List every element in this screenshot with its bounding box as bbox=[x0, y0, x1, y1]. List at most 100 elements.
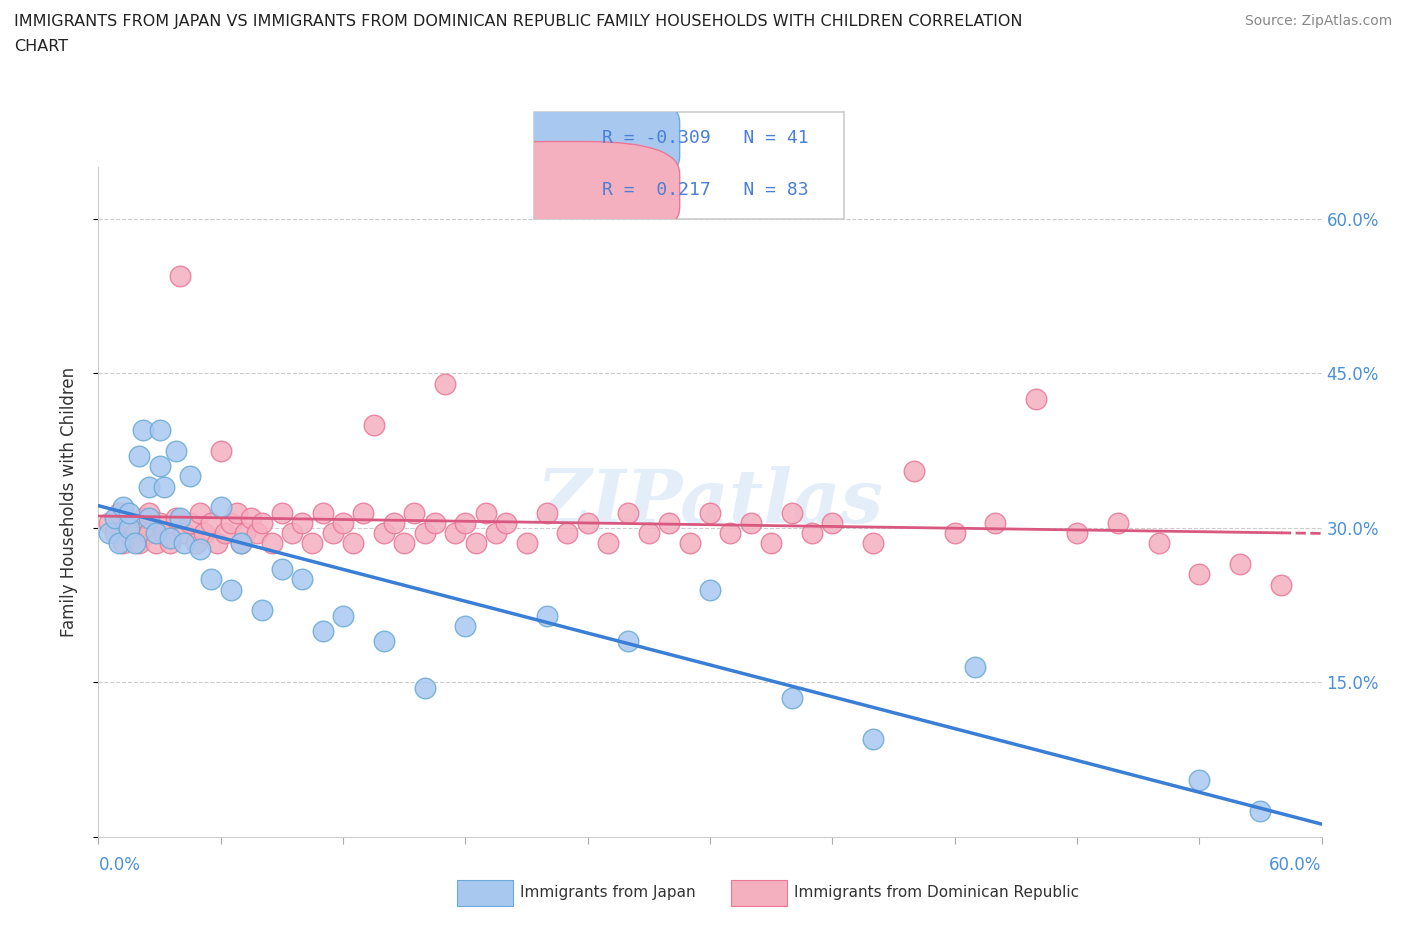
Point bbox=[373, 634, 395, 649]
Point bbox=[780, 505, 803, 520]
Point bbox=[219, 582, 242, 597]
Point bbox=[152, 525, 174, 540]
Text: ZIPatlas: ZIPatlas bbox=[537, 466, 883, 538]
Point bbox=[413, 680, 436, 695]
Point bbox=[111, 500, 134, 515]
Text: R = -0.309   N = 41: R = -0.309 N = 41 bbox=[602, 129, 808, 147]
Point bbox=[159, 531, 181, 546]
Point bbox=[186, 536, 208, 551]
Point bbox=[124, 525, 146, 540]
Point bbox=[413, 525, 436, 540]
Point bbox=[557, 525, 579, 540]
Point bbox=[118, 515, 141, 530]
Point bbox=[250, 515, 273, 530]
Point bbox=[373, 525, 395, 540]
Point bbox=[226, 505, 249, 520]
Point bbox=[903, 464, 925, 479]
Point bbox=[149, 515, 172, 530]
Point bbox=[188, 505, 212, 520]
Point bbox=[454, 618, 477, 633]
Point bbox=[159, 536, 181, 551]
Point bbox=[943, 525, 966, 540]
Point bbox=[474, 505, 498, 520]
Point bbox=[179, 469, 201, 484]
Point bbox=[638, 525, 661, 540]
Point bbox=[312, 623, 335, 638]
Text: 0.0%: 0.0% bbox=[98, 856, 141, 873]
Point bbox=[240, 511, 263, 525]
Text: Immigrants from Japan: Immigrants from Japan bbox=[520, 885, 696, 900]
Point bbox=[231, 536, 253, 551]
Point bbox=[495, 515, 517, 530]
Point bbox=[1270, 578, 1292, 592]
Point bbox=[108, 536, 131, 551]
Point bbox=[111, 536, 134, 551]
Point bbox=[291, 515, 314, 530]
Point bbox=[382, 515, 405, 530]
Point bbox=[434, 377, 457, 392]
Point bbox=[516, 536, 538, 551]
Text: Immigrants from Dominican Republic: Immigrants from Dominican Republic bbox=[794, 885, 1080, 900]
Point bbox=[485, 525, 508, 540]
Point bbox=[984, 515, 1007, 530]
Point bbox=[200, 572, 222, 587]
Point bbox=[699, 505, 721, 520]
Point bbox=[260, 536, 283, 551]
Point bbox=[193, 525, 215, 540]
Point bbox=[780, 690, 803, 705]
Point bbox=[179, 515, 201, 530]
Point bbox=[576, 515, 599, 530]
Point bbox=[332, 608, 354, 623]
Point bbox=[132, 422, 155, 437]
Point bbox=[679, 536, 702, 551]
Y-axis label: Family Households with Children: Family Households with Children bbox=[59, 367, 77, 637]
Point bbox=[173, 536, 195, 551]
Point bbox=[270, 505, 294, 520]
Point bbox=[658, 515, 681, 530]
Point bbox=[464, 536, 486, 551]
FancyBboxPatch shape bbox=[534, 112, 844, 219]
FancyBboxPatch shape bbox=[454, 90, 679, 189]
Point bbox=[761, 536, 783, 551]
Point bbox=[138, 479, 160, 494]
Point bbox=[862, 536, 884, 551]
Point bbox=[312, 505, 335, 520]
Point bbox=[392, 536, 416, 551]
Point bbox=[699, 582, 721, 597]
Point bbox=[149, 422, 172, 437]
Point bbox=[128, 448, 150, 463]
Point bbox=[617, 634, 640, 649]
Point bbox=[423, 515, 446, 530]
Point bbox=[205, 536, 228, 551]
Text: Source: ZipAtlas.com: Source: ZipAtlas.com bbox=[1244, 14, 1392, 28]
Point bbox=[124, 536, 146, 551]
Point bbox=[598, 536, 620, 551]
Point bbox=[165, 444, 187, 458]
Point bbox=[454, 515, 477, 530]
Point bbox=[1147, 536, 1170, 551]
Point bbox=[322, 525, 344, 540]
Point bbox=[862, 732, 884, 747]
Point bbox=[352, 505, 374, 520]
Point bbox=[138, 511, 160, 525]
FancyBboxPatch shape bbox=[454, 141, 679, 240]
Point bbox=[145, 536, 167, 551]
Point bbox=[231, 536, 253, 551]
Point bbox=[617, 505, 640, 520]
Point bbox=[404, 505, 426, 520]
Point bbox=[281, 525, 304, 540]
Point bbox=[152, 479, 174, 494]
Point bbox=[104, 511, 127, 525]
Point bbox=[1249, 804, 1271, 818]
Point bbox=[1025, 392, 1047, 406]
Point bbox=[246, 525, 269, 540]
Text: 60.0%: 60.0% bbox=[1270, 856, 1322, 873]
Point bbox=[270, 562, 294, 577]
Point bbox=[97, 525, 120, 540]
Point bbox=[801, 525, 824, 540]
Point bbox=[118, 521, 141, 536]
Point bbox=[128, 536, 150, 551]
Point bbox=[1107, 515, 1129, 530]
Point bbox=[108, 505, 131, 520]
Point bbox=[209, 444, 232, 458]
